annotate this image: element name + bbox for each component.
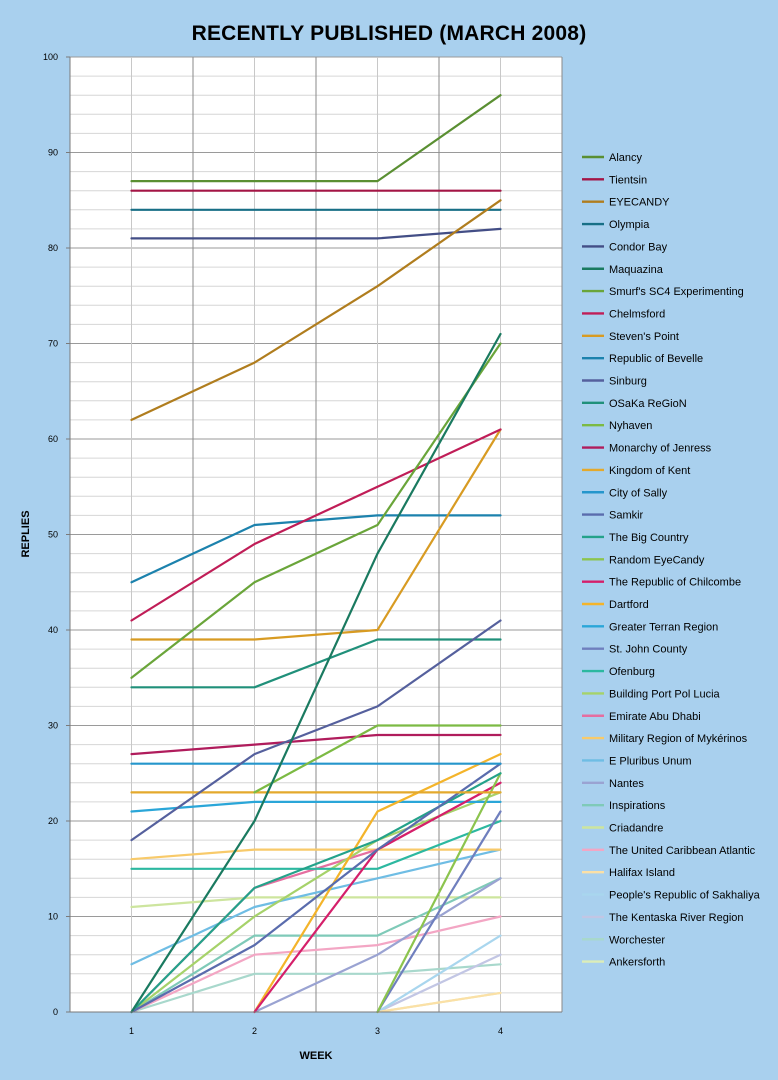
legend-label: Tientsin [609, 174, 647, 186]
legend-label: Smurf's SC4 Experimenting [609, 286, 744, 298]
series-line-nantes [253, 877, 502, 1014]
series-lines [130, 94, 502, 1014]
series-line-the-kentaska-river-region [376, 953, 502, 1014]
legend-label: Sinburg [609, 376, 647, 388]
legend-label: Monarchy of Jenress [609, 443, 712, 455]
series-line-dartford [253, 753, 502, 1014]
legend-label: Samkir [609, 510, 644, 522]
series-line-maquazina [130, 332, 502, 1014]
series-line-st-john-county [376, 810, 502, 1014]
x-axis-label: WEEK [300, 1050, 333, 1062]
series-line-condor-bay [130, 227, 502, 240]
chart-title: RECENTLY PUBLISHED (MARCH 2008) [191, 22, 587, 45]
legend-label: Emirate Abu Dhabi [609, 711, 701, 723]
series-line-alancy [130, 94, 502, 183]
series-line-eyecandy [130, 199, 502, 421]
legend: Alancy Tientsin EYECANDY Olympia Condor Bay M… [582, 152, 761, 969]
series-line-people-s-republic-of-sakhaliya [376, 934, 502, 1014]
y-tick-label: 80 [48, 243, 58, 253]
legend-label: Dartford [609, 599, 649, 611]
series-line-halifax-island [376, 991, 502, 1014]
y-tick-label: 20 [48, 816, 58, 826]
y-tick-label: 60 [48, 434, 58, 444]
legend-label: Nantes [609, 778, 644, 790]
legend-label: City of Sally [609, 487, 668, 499]
x-tick-label: 1 [129, 1026, 134, 1036]
legend-label: Nyhaven [609, 420, 652, 432]
legend-label: EYECANDY [609, 197, 670, 209]
legend-label: Kingdom of Kent [609, 465, 690, 477]
legend-label: Condor Bay [609, 241, 668, 253]
legend-label: Olympia [609, 219, 650, 231]
legend-label: Building Port Pol Lucia [609, 688, 721, 700]
axes: 0 10 20 30 40 50 60 70 80 90 100 1 2 3 4 [43, 52, 562, 1036]
legend-label: Random EyeCandy [609, 554, 705, 566]
y-tick-label: 70 [48, 339, 58, 349]
legend-label: Halifax Island [609, 867, 675, 879]
y-tick-label: 50 [48, 530, 58, 540]
legend-label: OSaKa ReGioN [609, 398, 687, 410]
legend-label: St. John County [609, 644, 688, 656]
series-line-inspirations [130, 877, 502, 1014]
legend-label: People's Republic of Sakhaliya [609, 890, 761, 902]
legend-label: Alancy [609, 152, 643, 164]
legend-label: Greater Terran Region [609, 621, 718, 633]
legend-label: Chelmsford [609, 308, 665, 320]
series-line-monarchy-of-jenress [130, 733, 502, 756]
legend-label: Maquazina [609, 264, 664, 276]
x-tick-label: 4 [498, 1026, 503, 1036]
series-line-samkir [130, 762, 502, 1014]
y-tick-label: 0 [53, 1007, 58, 1017]
legend-label: Steven's Point [609, 331, 679, 343]
legend-label: Ofenburg [609, 666, 655, 678]
y-tick-label: 10 [48, 912, 58, 922]
legend-label: The United Caribbean Atlantic [609, 845, 756, 857]
series-line-osaka-region [130, 638, 502, 689]
y-tick-label: 40 [48, 625, 58, 635]
series-line-ofenburg [130, 819, 502, 870]
legend-label: E Pluribus Unum [609, 755, 692, 767]
y-tick-label: 100 [43, 52, 58, 62]
series-line-smurf-s-sc4-experimenting [130, 342, 502, 679]
series-line-sinburg [130, 619, 502, 842]
series-line-worchester [130, 963, 502, 1014]
legend-label: Worchester [609, 934, 665, 946]
x-tick-label: 2 [252, 1026, 257, 1036]
legend-label: Republic of Bevelle [609, 353, 703, 365]
series-line-random-eyecandy [376, 772, 502, 1014]
legend-label: Inspirations [609, 800, 666, 812]
legend-label: The Big Country [609, 532, 689, 544]
series-line-steven-s-point [130, 428, 502, 641]
y-tick-label: 30 [48, 721, 58, 731]
series-line-nyhaven [253, 724, 502, 794]
y-axis-label: REPLIES [20, 510, 32, 557]
series-line-greater-terran-region [130, 800, 502, 813]
legend-label: The Republic of Chilcombe [609, 577, 741, 589]
series-line-chelmsford [130, 428, 502, 622]
legend-label: The Kentaska River Region [609, 912, 744, 924]
series-line-republic-of-bevelle [130, 514, 502, 584]
legend-label: Military Region of Mykérinos [609, 733, 748, 745]
legend-label: Ankersforth [609, 957, 665, 969]
x-tick-label: 3 [375, 1026, 380, 1036]
series-line-military-region-of-myk-rinos [130, 848, 502, 861]
series-line-the-united-caribbean-atlantic [130, 915, 502, 1014]
y-tick-label: 90 [48, 148, 58, 158]
legend-label: Criadandre [609, 823, 663, 835]
series-line-e-pluribus-unum [130, 848, 502, 966]
